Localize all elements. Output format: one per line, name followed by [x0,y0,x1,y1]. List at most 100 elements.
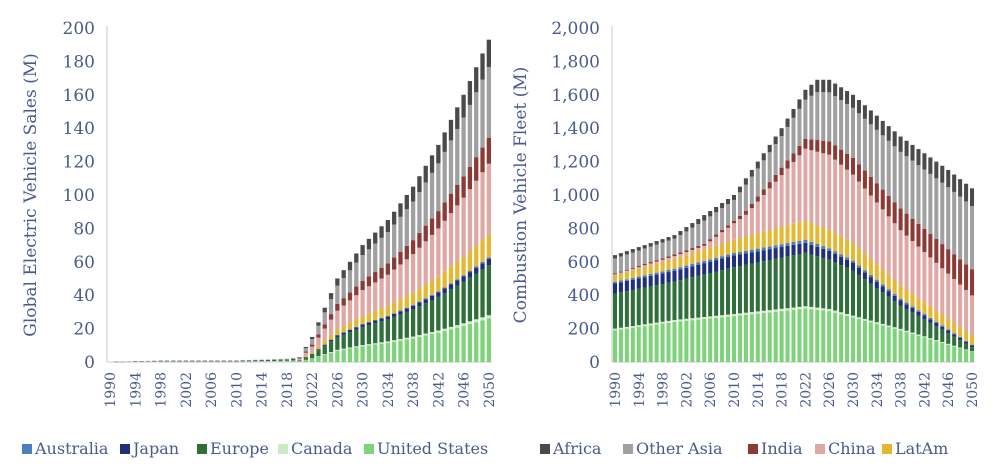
left-bar-segment [316,325,321,335]
left-bar-segment [335,336,340,350]
right-bar-segment [916,310,921,312]
left-bar-segment [423,225,428,242]
right-bar-segment [964,343,969,350]
right-bar-segment [696,219,701,225]
left-bar-segment [486,67,491,138]
left-bar-segment [385,305,391,316]
right-bar-segment [892,328,897,362]
right-bar-segment [898,151,903,209]
left-bar-segment [354,286,359,296]
right-bar-segment [761,160,766,190]
right-bar-segment [684,278,689,319]
right-bar-segment [684,231,689,251]
right-bar-segment [761,312,766,362]
left-bar-segment [436,144,441,164]
left-bar-segment [448,140,454,194]
left-bar-segment [322,312,327,325]
right-bar-segment [624,254,629,270]
right-x-tick-label: 2026 [822,372,838,408]
right-bar-segment [910,312,915,333]
left-bar-segment [429,300,435,333]
right-bar-segment [720,229,725,233]
right-bar-segment [791,161,796,224]
right-bar-segment [749,314,754,362]
right-bar-segment [749,249,754,253]
right-bar-segment [767,260,772,311]
right-bar-segment [618,280,623,283]
right-x-tick-label: 2022 [798,372,814,408]
right-bar-segment [761,231,766,248]
left-bar-segment [404,296,409,308]
right-bar-segment [624,326,629,329]
left-bar-segment [436,276,441,292]
left-bar-segment [328,319,334,335]
right-bar-segment [946,249,951,274]
right-legend-label: Other Asia [636,439,723,458]
right-bar-segment [892,295,897,302]
left-bar-segment [347,329,353,330]
right-bar-segment [726,314,731,317]
right-y-tick-label: 200 [568,320,600,340]
left-bar-segment [467,166,473,190]
right-bar-segment [785,310,790,362]
right-bar-segment [958,337,963,341]
right-bar-segment [803,239,808,243]
right-bar-segment [714,315,719,318]
right-bar-segment [767,310,772,313]
right-bar-segment [648,275,653,287]
right-bar-segment [737,186,742,193]
left-bar-segment [398,340,403,362]
right-bar-segment [702,263,707,275]
right-bar-segment [910,332,915,334]
right-bar-segment [952,191,957,255]
right-bar-segment [839,100,844,150]
right-bar-segment [737,251,742,255]
right-bar-segment [720,315,725,318]
right-bar-segment [797,243,802,254]
right-bar-segment [874,115,879,130]
left-bar-segment [360,290,365,316]
right-bar-segment [737,238,742,252]
right-bar-segment [636,267,641,269]
left-x-tick-label: 2038 [406,372,422,408]
right-bar-segment [934,310,939,322]
right-bar-segment [690,227,695,249]
right-bar-segment [815,307,820,310]
right-bar-segment [827,79,832,93]
right-bar-segment [755,311,760,314]
right-bar-segment [749,252,754,264]
right-bar-segment [773,245,778,249]
left-bar-segment [373,323,378,344]
right-bar-segment [952,174,957,192]
left-bar-segment [385,263,391,275]
left-bar-segment [398,338,403,341]
left-bar-segment [392,316,397,341]
left-bar-segment [467,81,473,105]
right-bar-segment [743,253,748,265]
right-bar-segment [833,96,838,146]
right-legend-label: China [828,439,876,458]
left-bar-segment [354,346,359,348]
left-x-tick-label: 1998 [154,372,170,408]
right-bar-segment [809,241,814,245]
right-bar-segment [815,151,820,226]
left-bar-segment [335,349,340,351]
left-bar-segment [404,209,409,246]
right-bar-segment [749,169,754,177]
left-bar-segment [385,274,391,306]
right-bar-segment [773,228,778,246]
right-bar-segment [612,283,617,294]
right-bar-segment [708,318,713,362]
right-bar-segment [624,328,629,362]
left-bar-segment [410,292,416,306]
right-bar-segment [874,323,879,362]
right-x-tick-label: 2018 [775,372,791,408]
left-bar-segment [423,335,428,362]
left-bar-segment [423,303,428,334]
left-bar-segment [366,322,372,326]
right-bar-segment [624,271,629,280]
right-bar-segment [720,243,725,257]
left-bar-segment [417,335,422,337]
left-bar-segment [328,352,334,362]
left-x-tick-label: 2010 [229,372,245,408]
